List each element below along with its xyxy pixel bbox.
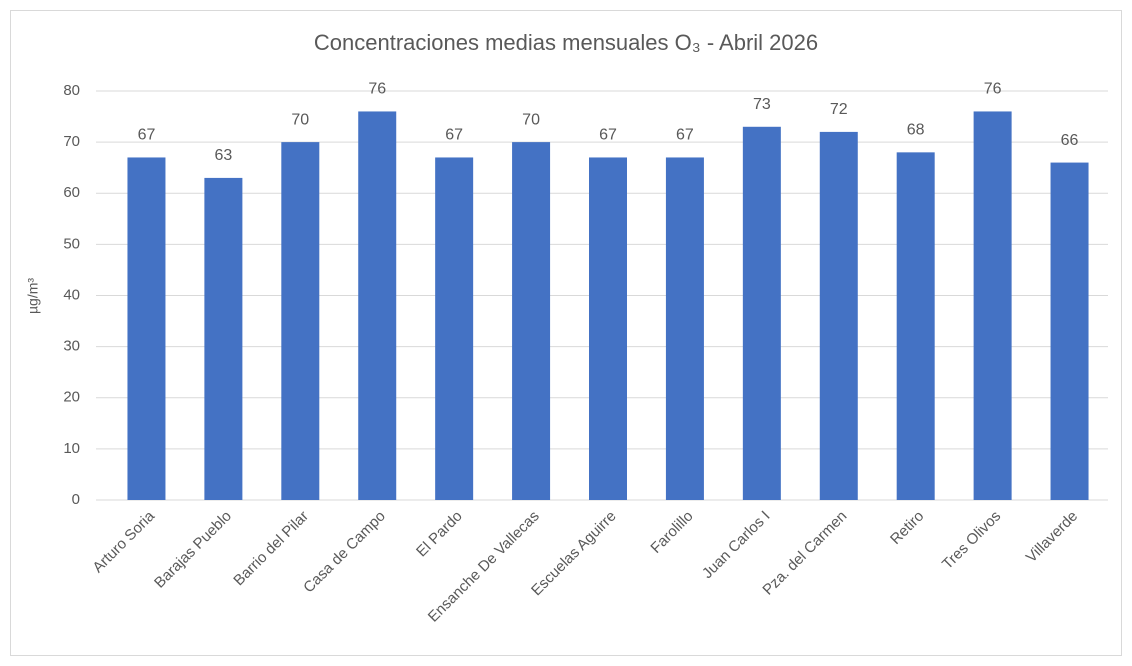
chart-border [10, 10, 1122, 656]
chart-title: Concentraciones medias mensuales O₃ - Ab… [314, 30, 818, 55]
y-tick-label: 70 [63, 133, 80, 150]
bar [973, 111, 1012, 500]
data-label: 76 [368, 81, 386, 98]
data-label: 72 [830, 101, 848, 118]
bar [819, 131, 858, 500]
y-tick-label: 80 [63, 82, 80, 99]
data-label: 67 [676, 127, 694, 144]
data-label: 76 [984, 81, 1002, 98]
bar [281, 142, 320, 500]
y-axis-label: µg/m³ [25, 278, 41, 314]
data-label: 68 [907, 122, 925, 139]
y-tick-label: 60 [63, 184, 80, 201]
bar [435, 157, 474, 500]
data-label: 70 [291, 111, 309, 128]
y-tick-label: 0 [72, 491, 80, 508]
bar [589, 157, 627, 500]
data-label: 67 [445, 127, 463, 144]
y-tick-label: 40 [63, 286, 80, 303]
bar [358, 111, 397, 500]
y-tick-label: 50 [63, 235, 80, 252]
bar [896, 152, 935, 500]
bar [512, 142, 551, 500]
data-label: 67 [599, 127, 617, 144]
data-label: 63 [214, 147, 232, 164]
bar [665, 157, 704, 500]
data-label: 67 [138, 127, 156, 144]
bar [127, 157, 166, 500]
y-tick-label: 30 [63, 338, 80, 355]
y-tick-label: 10 [63, 440, 80, 457]
bar [1050, 162, 1089, 500]
data-label: 73 [753, 96, 771, 113]
y-tick-label: 20 [63, 389, 80, 406]
bar [742, 126, 781, 500]
data-label: 70 [522, 111, 540, 128]
bar [204, 177, 243, 500]
data-label: 66 [1061, 132, 1079, 149]
